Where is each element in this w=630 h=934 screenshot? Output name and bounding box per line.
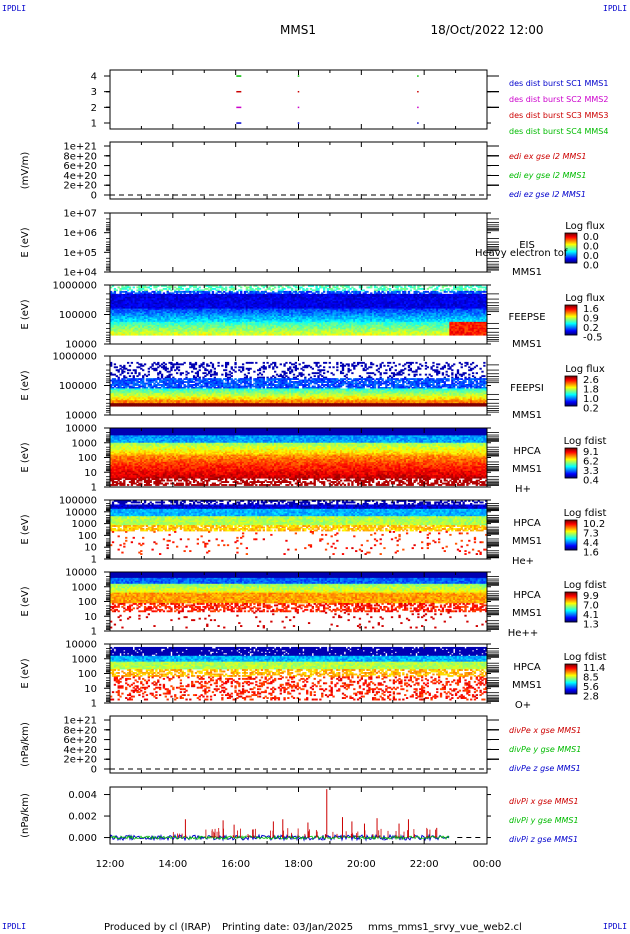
legend-entry: des dist burst SC4 MMS4 [509, 127, 608, 136]
spectrogram-cell [182, 288, 184, 290]
spectrogram-cell [155, 286, 157, 288]
legend-entry: edi ey gse l2 MMS1 [509, 171, 587, 180]
y-tick-label: 3 [91, 87, 97, 98]
spectrogram-cell [150, 288, 152, 290]
y-tick-label: 1e+07 [63, 209, 97, 220]
y-tick-label: 4 [91, 72, 97, 83]
spacecraft-label: MMS1 [512, 267, 542, 278]
burst-mark [236, 122, 241, 124]
burst-mark [236, 107, 241, 109]
spectrogram-cell [338, 288, 340, 290]
y-tick-label: 1 [91, 119, 97, 130]
burst-mark [298, 75, 300, 77]
burst-mark [417, 107, 419, 109]
y-axis-label: (mV/m) [20, 152, 31, 190]
burst-events [236, 75, 418, 124]
y-tick-label: 2 [91, 103, 97, 114]
spectrogram-cell [446, 291, 448, 293]
spectrogram-cells [110, 285, 487, 336]
y-tick-label: 1e+04 [63, 268, 97, 279]
spectrogram-cell [370, 286, 372, 288]
spectrogram-cell [133, 286, 135, 288]
burst-mark [236, 75, 241, 77]
burst-mark [298, 91, 300, 93]
y-tick-label: 1e+06 [63, 228, 97, 239]
y-axis-label: E (eV) [20, 227, 31, 257]
burst-mark [298, 122, 300, 124]
burst-mark [417, 122, 419, 124]
legend-entry: des dist burst SC3 MMS3 [509, 111, 608, 120]
spectrogram-cell [427, 288, 429, 290]
legend-entry: des dist burst SC2 MMS2 [509, 95, 608, 104]
burst-mark [236, 91, 241, 93]
spectrogram-cell [170, 289, 172, 291]
burst-mark [298, 107, 300, 109]
legend-entry: edi ex gse l2 MMS1 [509, 152, 587, 161]
burst-mark [417, 91, 419, 93]
panel-frame [110, 213, 487, 272]
panel-burst: 4 3 2 1 des dist burst SC1 MMS1 des dist burs… [91, 70, 609, 136]
legend-entry: edi ez gse l2 MMS1 [509, 190, 586, 199]
spectrogram-cell [278, 286, 280, 288]
spectrogram-cell [240, 286, 242, 288]
burst-mark [417, 75, 419, 77]
overlay-text: Heavy electron tof [475, 248, 568, 259]
colorbar-tick-label: 0.0 [583, 261, 599, 272]
page-title: MMS1 [280, 23, 316, 37]
legend-entry: des dist burst SC1 MMS1 [509, 79, 608, 88]
y-tick-label: 1e+05 [63, 248, 97, 259]
colorbar-title: Log flux [565, 221, 605, 232]
panel-frame [110, 142, 487, 199]
spectrogram-cell [430, 286, 432, 288]
y-tick-label: 0 [91, 191, 97, 202]
spectrogram-cell [442, 286, 444, 288]
spectrogram-cell [263, 286, 265, 288]
page-datetime: 18/Oct/2022 12:00 [430, 23, 543, 37]
panel-frame [110, 70, 487, 129]
